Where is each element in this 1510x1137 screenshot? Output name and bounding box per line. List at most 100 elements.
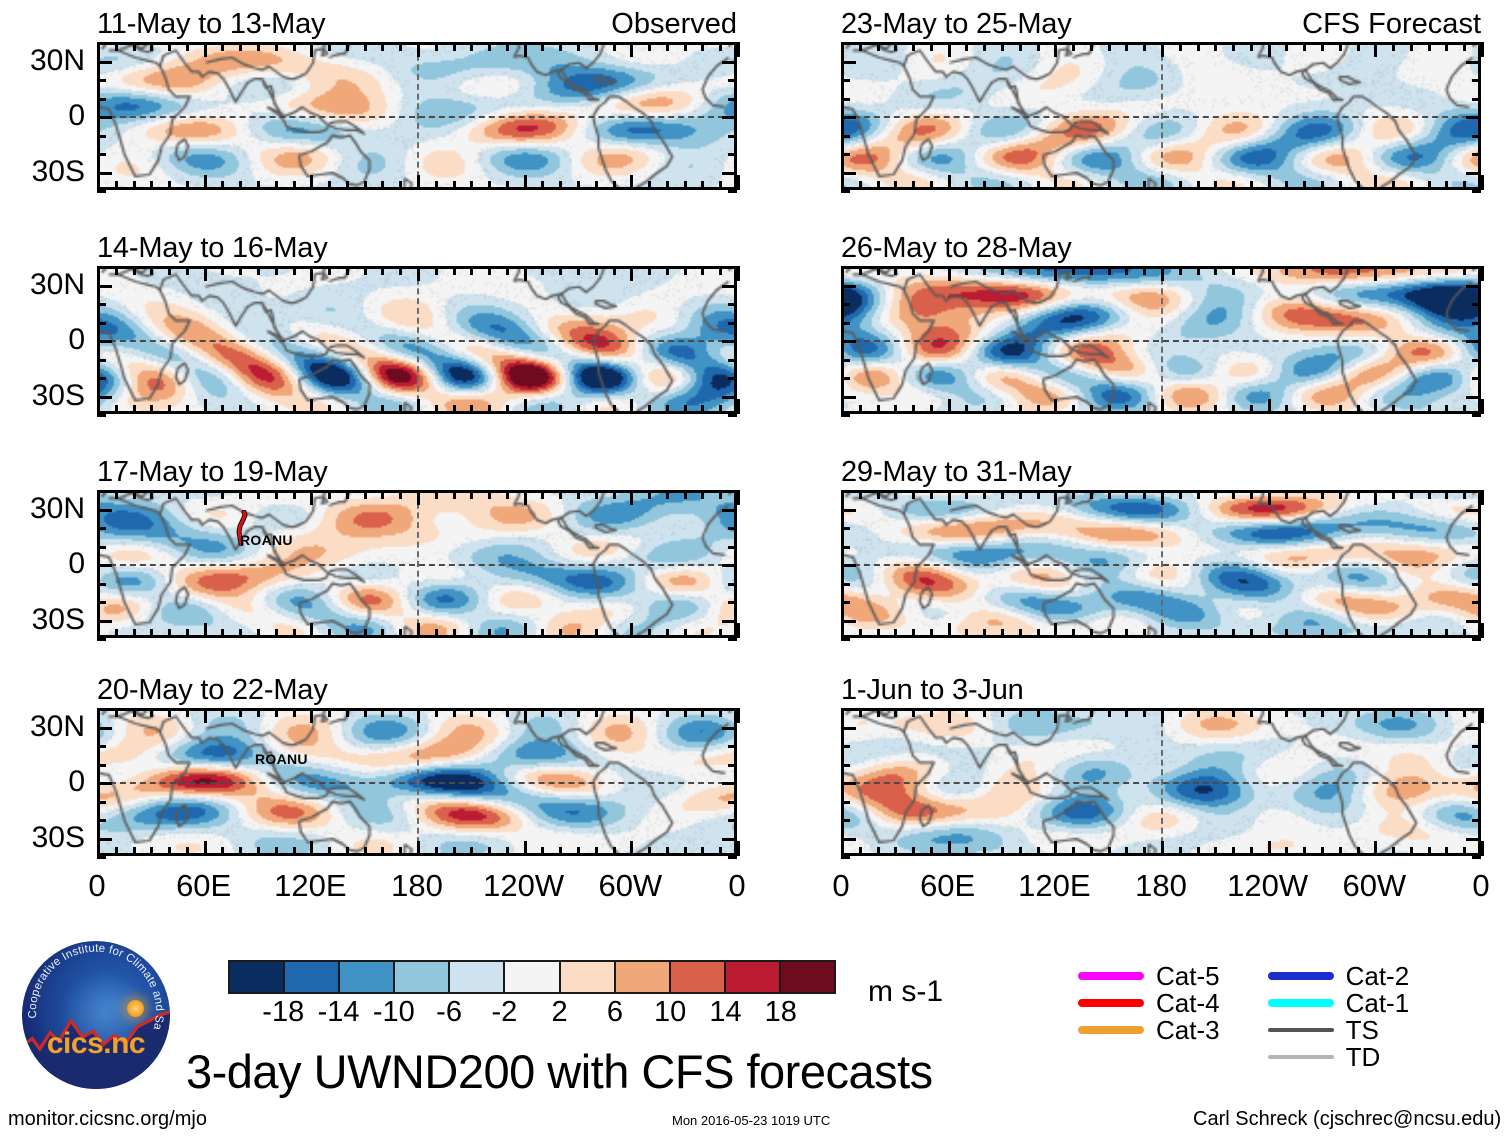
x-tick (541, 266, 545, 275)
footer-url[interactable]: monitor.cicsnc.org/mjo (8, 1108, 207, 1130)
x-tick (683, 181, 687, 190)
y-tick (722, 171, 737, 175)
storm-track-roanu (232, 509, 254, 547)
x-tick (328, 181, 332, 190)
x-tick (1249, 708, 1253, 717)
x-tick (274, 708, 278, 717)
x-axis-label: 120W (1227, 868, 1309, 903)
x-tick (1089, 266, 1093, 275)
y-tick (97, 171, 112, 175)
x-tick (737, 623, 740, 638)
x-tick (648, 708, 652, 717)
x-tick (1356, 266, 1360, 275)
x-axis-label: 120W (483, 868, 565, 903)
x-tick (1463, 266, 1467, 275)
y-tick (1466, 564, 1481, 567)
panel-title-p2: 14-May to 16-May (97, 232, 328, 264)
x-tick (292, 405, 296, 414)
x-tick (559, 490, 563, 499)
x-tick (1161, 490, 1164, 505)
x-axis-label: 60E (920, 868, 976, 903)
y-tick (722, 116, 737, 119)
x-tick (983, 847, 987, 856)
x-tick (239, 42, 243, 51)
x-tick (185, 490, 189, 499)
x-tick (97, 399, 100, 414)
x-tick (1054, 266, 1058, 281)
logo-arc-text: Cooperative Institute for Climate and Sa… (22, 941, 170, 1089)
storm-label-roanu: ROANU (255, 751, 308, 767)
y-tick (1472, 490, 1481, 493)
legend-swatch-cat-1 (1267, 998, 1334, 1007)
x-tick (965, 490, 969, 499)
x-tick (648, 405, 652, 414)
x-tick (1036, 847, 1040, 856)
x-tick (1161, 708, 1164, 723)
x-tick (719, 42, 723, 51)
x-tick (363, 708, 367, 717)
map-frame-p6 (841, 266, 1481, 414)
x-tick (894, 266, 898, 275)
x-tick (345, 181, 349, 190)
x-tick (221, 629, 225, 638)
x-tick (737, 175, 740, 190)
x-tick (683, 266, 687, 275)
x-tick (310, 266, 314, 281)
x-tick (1321, 266, 1324, 275)
x-tick (1285, 490, 1289, 499)
legend-row-cat-1: Cat-1 (1267, 989, 1409, 1016)
x-axis-label: 180 (391, 868, 443, 903)
x-tick (363, 490, 367, 499)
x-tick (1427, 42, 1431, 51)
x-axis-label: 0 (728, 868, 746, 903)
storm-category-legend: Cat-5 Cat-4 Cat-3 Cat-2 Cat-1 TS TD (1078, 962, 1409, 1070)
x-tick (1409, 847, 1413, 856)
y-tick (97, 358, 106, 362)
x-tick (399, 266, 403, 275)
x-tick (185, 629, 189, 638)
x-tick (1267, 708, 1271, 723)
map-frame-p2 (97, 266, 737, 414)
x-tick (274, 847, 278, 856)
y-tick (728, 856, 737, 859)
x-tick (381, 490, 385, 499)
x-tick (1143, 42, 1147, 51)
colorbar-bin (395, 962, 451, 992)
map-panel-p8: 1-Jun to 3-Jun (841, 674, 1484, 859)
x-tick (719, 181, 723, 190)
y-tick (97, 377, 106, 380)
x-tick (912, 629, 916, 638)
x-tick (292, 181, 296, 190)
y-tick (1472, 190, 1481, 193)
x-tick (1054, 490, 1058, 505)
x-tick (417, 623, 420, 638)
x-tick (1427, 266, 1431, 275)
y-tick (728, 321, 737, 325)
colorbar-bin (340, 962, 396, 992)
x-tick (470, 181, 474, 190)
x-tick (1214, 847, 1218, 856)
y-tick (841, 414, 850, 417)
y-tick (97, 745, 106, 748)
x-tick (1036, 405, 1040, 414)
y-tick (728, 153, 737, 156)
x-tick (1143, 181, 1147, 190)
x-tick (612, 629, 616, 638)
x-tick (1107, 181, 1111, 190)
x-tick (274, 42, 278, 51)
x-tick (1267, 490, 1271, 505)
footer-timestamp: Mon 2016-05-23 1019 UTC (672, 1113, 831, 1128)
legend-label: TD (1345, 1041, 1381, 1072)
x-tick (612, 708, 616, 717)
x-tick (1356, 490, 1360, 499)
x-tick (1161, 399, 1164, 414)
x-axis-label: 0 (88, 868, 106, 903)
x-tick (876, 42, 880, 51)
x-tick (594, 405, 598, 414)
x-tick (1445, 266, 1449, 275)
x-tick (345, 708, 349, 717)
y-tick (841, 153, 850, 156)
x-tick (310, 175, 314, 190)
x-tick (1232, 266, 1236, 275)
x-tick (876, 847, 880, 856)
